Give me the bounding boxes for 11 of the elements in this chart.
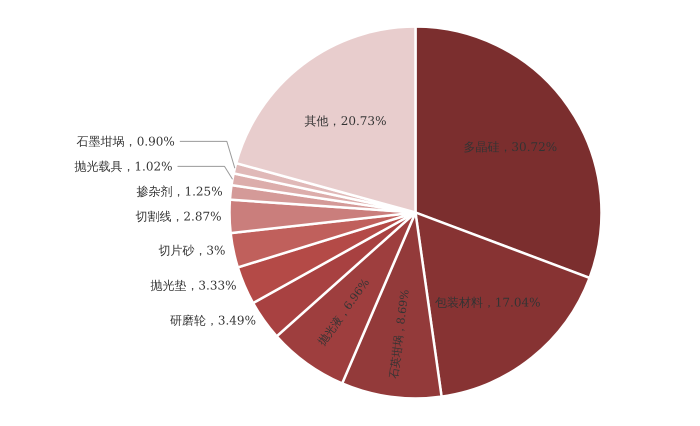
- slice-label: 抛光垫，3.33%: [150, 278, 236, 293]
- slice-label: 石英坩埚，8.69%: [386, 288, 412, 380]
- slice-label: 研磨轮，3.49%: [170, 313, 256, 328]
- slice-label: 掺杂剂，1.25%: [136, 184, 223, 198]
- slice-label: 其他，20.73%: [304, 114, 386, 128]
- slice-label: 切割线，2.87%: [135, 209, 222, 224]
- slice-label: 切片砂，3%: [158, 243, 226, 258]
- slice-label: 石墨坩埚，0.90%: [76, 134, 175, 148]
- slice-label: 包装材料，17.04%: [434, 295, 541, 310]
- slice-label: 抛光载具，1.02%: [74, 159, 172, 174]
- slice-label: 多晶硅，30.72%: [463, 140, 558, 154]
